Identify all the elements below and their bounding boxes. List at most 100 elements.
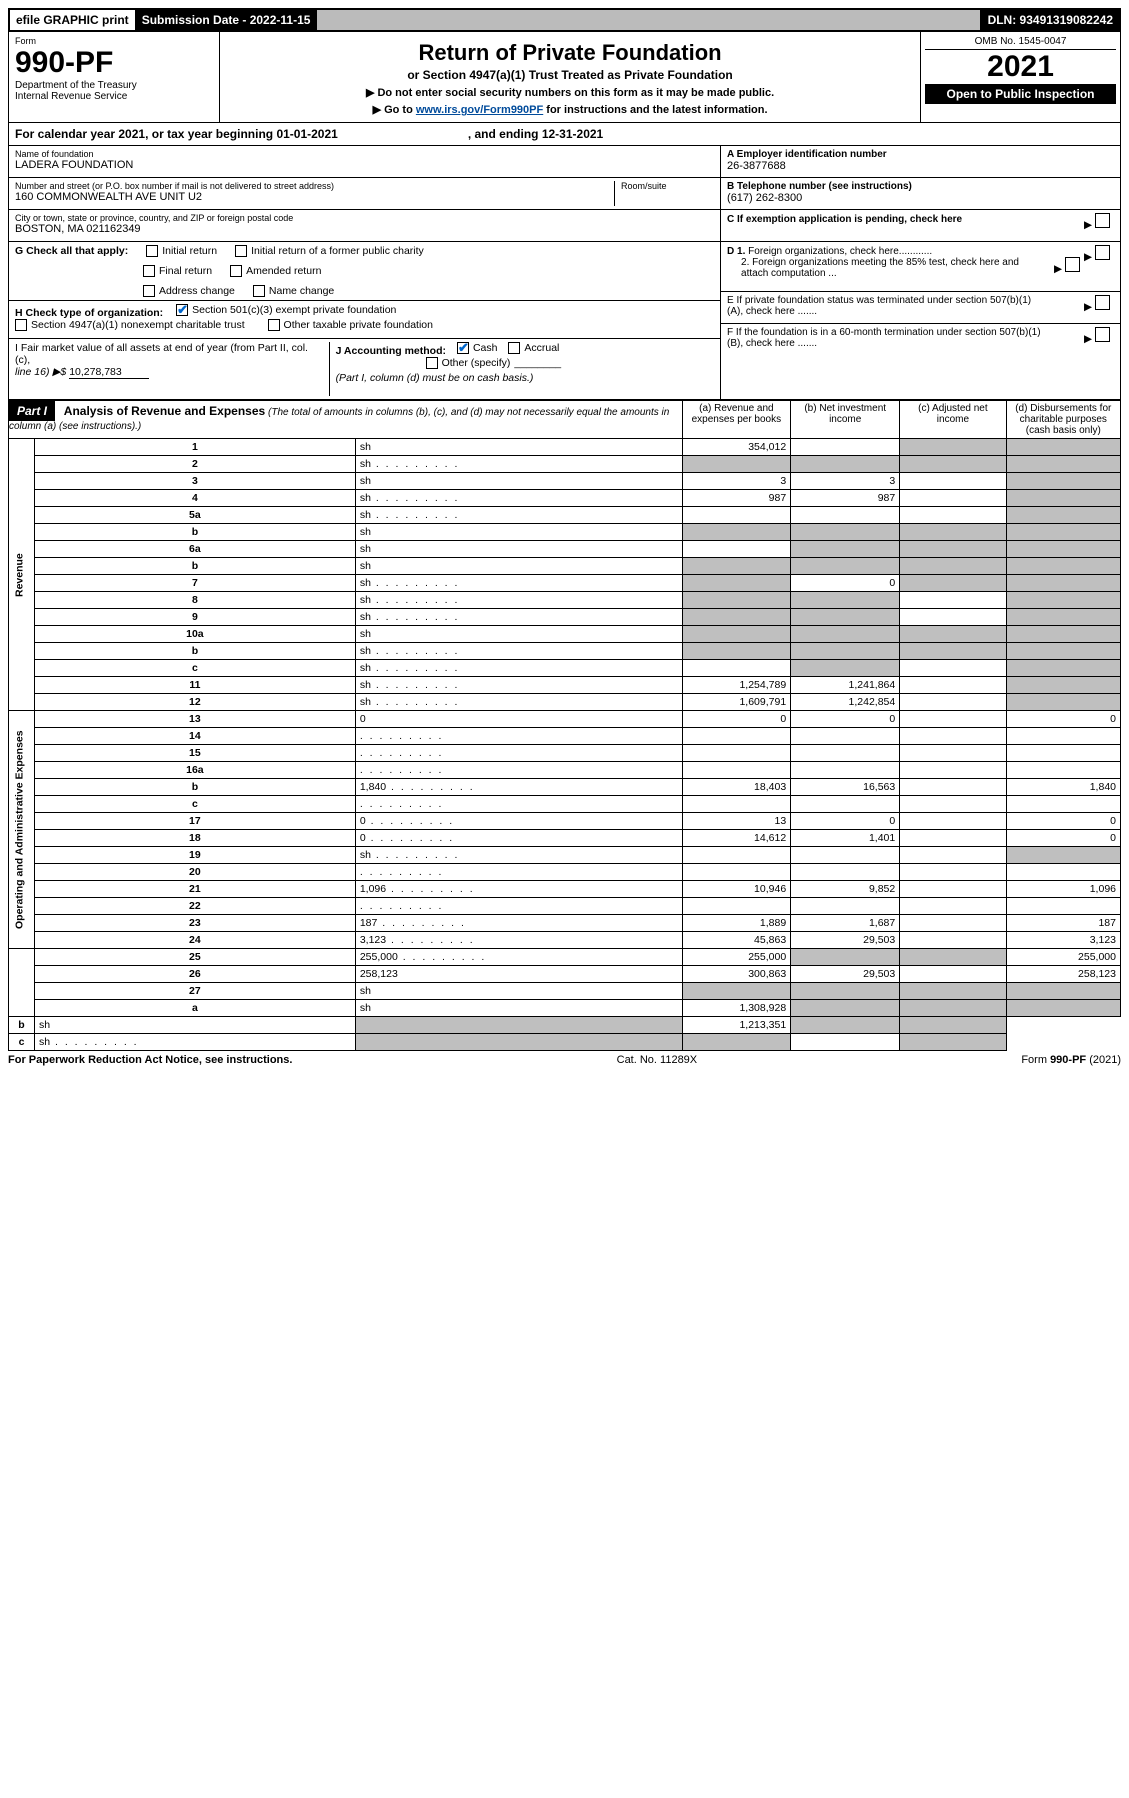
line-description: sh bbox=[355, 473, 682, 490]
chk-initial-return[interactable] bbox=[146, 245, 158, 257]
table-row: 231871,8891,687187 bbox=[9, 915, 1121, 932]
chk-d1[interactable] bbox=[1095, 245, 1110, 260]
amount-cell bbox=[682, 609, 791, 626]
line-number: 2 bbox=[34, 456, 355, 473]
chk-other-method[interactable] bbox=[426, 357, 438, 369]
chk-address-change[interactable] bbox=[143, 285, 155, 297]
table-row: 211,09610,9469,8521,096 bbox=[9, 881, 1121, 898]
amount-cell bbox=[900, 949, 1006, 966]
table-row: 4sh987987 bbox=[9, 490, 1121, 507]
line-description bbox=[355, 762, 682, 779]
amount-cell bbox=[900, 728, 1006, 745]
amount-cell bbox=[682, 456, 791, 473]
line-number: 19 bbox=[34, 847, 355, 864]
city-label: City or town, state or province, country… bbox=[15, 213, 714, 223]
amount-cell bbox=[791, 439, 900, 456]
chk-final-return[interactable] bbox=[143, 265, 155, 277]
amount-cell bbox=[900, 830, 1006, 847]
chk-501c3[interactable] bbox=[176, 304, 188, 316]
amount-cell: 9,852 bbox=[791, 881, 900, 898]
dept-line1: Department of the Treasury bbox=[15, 80, 213, 91]
instr-2-post: for instructions and the latest informat… bbox=[543, 104, 767, 116]
amount-cell bbox=[1006, 847, 1120, 864]
line-description: sh bbox=[355, 592, 682, 609]
amount-cell: 0 bbox=[791, 711, 900, 728]
line-number: b bbox=[34, 524, 355, 541]
chk-amended[interactable] bbox=[230, 265, 242, 277]
info-grid: Name of foundation LADERA FOUNDATION Num… bbox=[8, 146, 1121, 400]
cal-text-a: For calendar year 2021, or tax year begi… bbox=[15, 127, 338, 141]
amount-cell: 3 bbox=[791, 473, 900, 490]
amount-cell bbox=[791, 898, 900, 915]
line-number: c bbox=[9, 1034, 35, 1051]
chk-accrual[interactable] bbox=[508, 342, 520, 354]
line-description bbox=[355, 796, 682, 813]
chk-f[interactable] bbox=[1095, 327, 1110, 342]
chk-cash[interactable] bbox=[457, 342, 469, 354]
line-description: 0 bbox=[355, 830, 682, 847]
amount-cell: 255,000 bbox=[682, 949, 791, 966]
i-value: 10,278,783 bbox=[69, 366, 149, 379]
amount-cell bbox=[791, 456, 900, 473]
instr-1: ▶ Do not enter social security numbers o… bbox=[366, 87, 774, 99]
amount-cell bbox=[900, 490, 1006, 507]
chk-d2[interactable] bbox=[1065, 257, 1080, 272]
amount-cell: 0 bbox=[791, 813, 900, 830]
amount-cell bbox=[682, 524, 791, 541]
amount-cell bbox=[1006, 456, 1120, 473]
amount-cell bbox=[791, 762, 900, 779]
line-number: 22 bbox=[34, 898, 355, 915]
amount-cell bbox=[791, 626, 900, 643]
amount-cell bbox=[900, 1017, 1006, 1034]
amount-cell bbox=[900, 507, 1006, 524]
line-number: 13 bbox=[34, 711, 355, 728]
col-b-header: (b) Net investment income bbox=[791, 401, 900, 439]
amount-cell: 0 bbox=[682, 711, 791, 728]
amount-cell bbox=[900, 864, 1006, 881]
amount-cell: 1,213,351 bbox=[682, 1017, 791, 1034]
line-description: sh bbox=[355, 439, 682, 456]
amount-cell bbox=[900, 932, 1006, 949]
amount-cell bbox=[791, 728, 900, 745]
chk-name-change[interactable] bbox=[253, 285, 265, 297]
amount-cell bbox=[1006, 762, 1120, 779]
amount-cell bbox=[900, 983, 1006, 1000]
amount-cell: 987 bbox=[682, 490, 791, 507]
instructions-link[interactable]: www.irs.gov/Form990PF bbox=[416, 104, 543, 116]
line-description: sh bbox=[355, 524, 682, 541]
j-label: J Accounting method: bbox=[336, 345, 446, 357]
table-row: bsh bbox=[9, 558, 1121, 575]
table-row: csh bbox=[9, 660, 1121, 677]
omb-number: OMB No. 1545-0047 bbox=[925, 34, 1116, 50]
amount-cell bbox=[900, 677, 1006, 694]
table-row: 22 bbox=[9, 898, 1121, 915]
b-label: B Telephone number (see instructions) bbox=[727, 181, 1114, 192]
city-value: BOSTON, MA 021162349 bbox=[15, 223, 714, 235]
table-row: csh bbox=[9, 1034, 1121, 1051]
chk-c[interactable] bbox=[1095, 213, 1110, 228]
amount-cell bbox=[1006, 490, 1120, 507]
table-row: 5ash bbox=[9, 507, 1121, 524]
amount-cell bbox=[791, 1017, 900, 1034]
amount-cell bbox=[1006, 898, 1120, 915]
amount-cell bbox=[900, 558, 1006, 575]
a-value: 26-3877688 bbox=[727, 160, 1114, 172]
b-row: B Telephone number (see instructions) (6… bbox=[721, 178, 1120, 210]
amount-cell: 45,863 bbox=[682, 932, 791, 949]
form-subtitle: or Section 4947(a)(1) Trust Treated as P… bbox=[226, 68, 914, 82]
chk-4947[interactable] bbox=[15, 319, 27, 331]
header-left: Form 990-PF Department of the Treasury I… bbox=[9, 32, 220, 122]
chk-initial-former[interactable] bbox=[235, 245, 247, 257]
amount-cell: 16,563 bbox=[791, 779, 900, 796]
addr-label: Number and street (or P.O. box number if… bbox=[15, 181, 608, 191]
line-number: 14 bbox=[34, 728, 355, 745]
amount-cell bbox=[682, 796, 791, 813]
chk-e[interactable] bbox=[1095, 295, 1110, 310]
table-row: 26258,123300,86329,503258,123 bbox=[9, 966, 1121, 983]
h-row: H Check type of organization: Section 50… bbox=[9, 301, 720, 339]
chk-other-taxable[interactable] bbox=[268, 319, 280, 331]
amount-cell bbox=[1006, 592, 1120, 609]
line-number: 7 bbox=[34, 575, 355, 592]
address-row: Number and street (or P.O. box number if… bbox=[9, 178, 720, 210]
j-cash: Cash bbox=[473, 342, 498, 354]
